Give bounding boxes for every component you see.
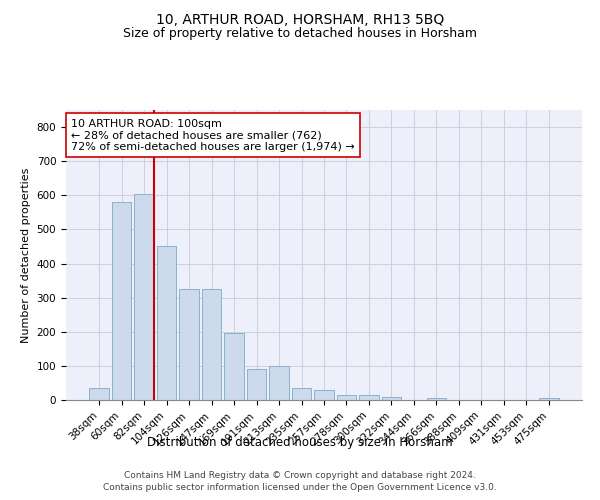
- Bar: [89, 388, 109, 400]
- Bar: [359, 395, 379, 400]
- Bar: [179, 289, 199, 400]
- Bar: [202, 289, 221, 400]
- Bar: [247, 370, 266, 400]
- Text: Distribution of detached houses by size in Horsham: Distribution of detached houses by size …: [147, 436, 453, 449]
- Bar: [157, 246, 176, 400]
- Bar: [134, 194, 154, 400]
- Bar: [112, 202, 131, 400]
- Bar: [224, 334, 244, 400]
- Text: Contains HM Land Registry data © Crown copyright and database right 2024.
Contai: Contains HM Land Registry data © Crown c…: [103, 471, 497, 492]
- Bar: [427, 398, 446, 400]
- Bar: [269, 366, 289, 400]
- Text: 10, ARTHUR ROAD, HORSHAM, RH13 5BQ: 10, ARTHUR ROAD, HORSHAM, RH13 5BQ: [156, 12, 444, 26]
- Bar: [382, 396, 401, 400]
- Bar: [337, 395, 356, 400]
- Bar: [292, 388, 311, 400]
- Bar: [539, 398, 559, 400]
- Text: 10 ARTHUR ROAD: 100sqm
← 28% of detached houses are smaller (762)
72% of semi-de: 10 ARTHUR ROAD: 100sqm ← 28% of detached…: [71, 118, 355, 152]
- Y-axis label: Number of detached properties: Number of detached properties: [21, 168, 31, 342]
- Text: Size of property relative to detached houses in Horsham: Size of property relative to detached ho…: [123, 28, 477, 40]
- Bar: [314, 390, 334, 400]
